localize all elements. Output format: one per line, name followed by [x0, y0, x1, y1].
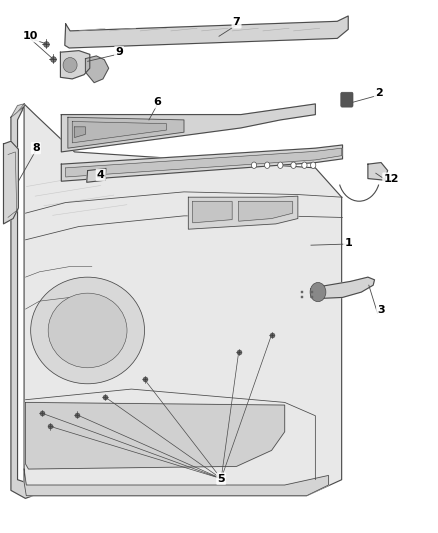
Polygon shape: [87, 168, 106, 182]
Polygon shape: [239, 201, 293, 221]
Ellipse shape: [48, 293, 127, 368]
Polygon shape: [24, 104, 342, 496]
Polygon shape: [61, 104, 315, 152]
Polygon shape: [68, 117, 184, 148]
Polygon shape: [368, 163, 388, 180]
Polygon shape: [24, 469, 328, 496]
Text: 2: 2: [375, 88, 383, 98]
Polygon shape: [61, 145, 343, 181]
Polygon shape: [60, 51, 90, 79]
Text: 1: 1: [344, 238, 352, 247]
Text: 8: 8: [32, 143, 40, 153]
Polygon shape: [11, 104, 24, 117]
Circle shape: [310, 282, 326, 302]
Polygon shape: [4, 141, 18, 224]
Ellipse shape: [63, 58, 77, 72]
Polygon shape: [66, 148, 342, 177]
FancyBboxPatch shape: [341, 92, 353, 107]
Circle shape: [265, 162, 270, 168]
Circle shape: [302, 162, 307, 168]
Polygon shape: [188, 196, 298, 229]
Polygon shape: [311, 277, 374, 298]
Text: 4: 4: [97, 170, 105, 180]
Text: 10: 10: [23, 31, 39, 41]
Polygon shape: [193, 201, 232, 223]
Circle shape: [251, 162, 257, 168]
Text: 3: 3: [377, 305, 385, 315]
Text: 9: 9: [115, 47, 123, 57]
Polygon shape: [25, 402, 285, 469]
Polygon shape: [85, 56, 109, 83]
Polygon shape: [11, 107, 33, 498]
Polygon shape: [72, 122, 166, 143]
Text: 6: 6: [153, 98, 161, 107]
Text: 12: 12: [383, 174, 399, 183]
Polygon shape: [74, 127, 85, 138]
Circle shape: [291, 162, 296, 168]
Polygon shape: [65, 16, 348, 48]
Text: 5: 5: [217, 474, 225, 483]
Ellipse shape: [31, 277, 145, 384]
Circle shape: [311, 162, 316, 168]
Circle shape: [278, 162, 283, 168]
Text: 7: 7: [233, 18, 240, 27]
